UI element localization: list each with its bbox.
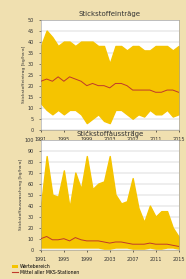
- Legend: Wertebereich, Mittel aller MKS-Stationen: Wertebereich, Mittel aller MKS-Stationen: [12, 263, 80, 275]
- Y-axis label: Stickstoffauswaschung [kg/ha·a]: Stickstoffauswaschung [kg/ha·a]: [19, 159, 23, 230]
- Y-axis label: Stickstoffeintrag [kg/ha·a]: Stickstoffeintrag [kg/ha·a]: [22, 46, 26, 103]
- Title: Stickstoffaussträge: Stickstoffaussträge: [76, 131, 143, 137]
- Title: Stickstoffeinträge: Stickstoffeinträge: [79, 11, 141, 17]
